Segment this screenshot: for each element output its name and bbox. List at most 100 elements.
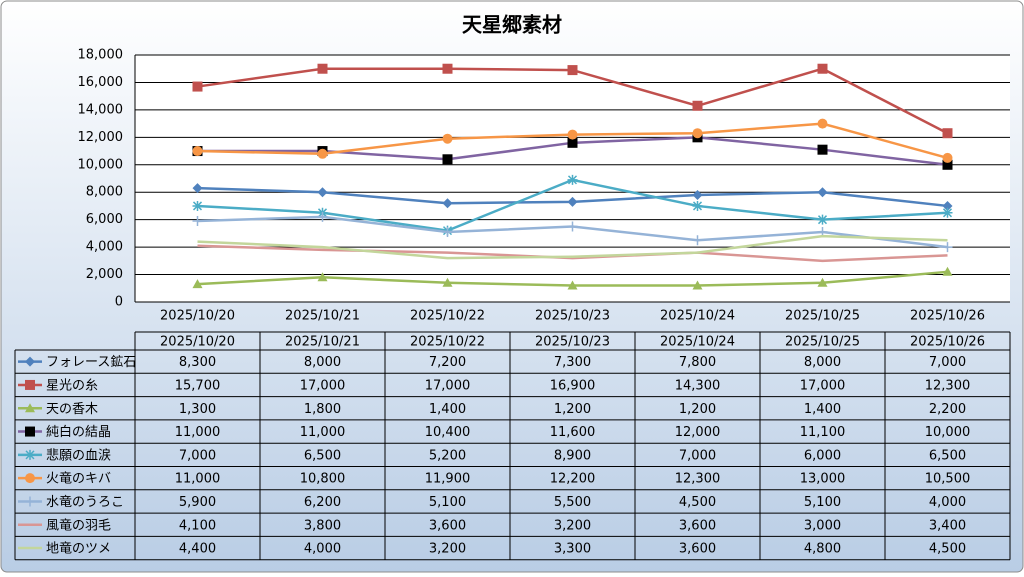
table-value: 6,500 — [929, 448, 966, 463]
table-value: 2,200 — [929, 402, 966, 417]
table-value: 8,000 — [804, 355, 841, 370]
x-tick-label: 2025/10/25 — [785, 309, 860, 324]
legend-marker — [25, 356, 35, 367]
data-point — [317, 148, 328, 159]
table-value: 13,000 — [800, 472, 846, 487]
table-value: 1,200 — [554, 402, 591, 417]
legend-label: 純白の結晶 — [46, 424, 111, 440]
data-point — [942, 159, 953, 170]
data-point — [692, 235, 703, 246]
y-tick-label: 16,000 — [78, 75, 124, 90]
table-value: 12,200 — [550, 472, 596, 487]
table-value: 8,900 — [554, 448, 591, 463]
table-value: 4,100 — [179, 518, 216, 533]
table-value: 6,500 — [304, 448, 341, 463]
y-tick-label: 12,000 — [78, 130, 124, 145]
table-value: 11,900 — [425, 472, 471, 487]
table-header: 2025/10/26 — [910, 335, 985, 350]
data-point — [192, 146, 203, 157]
table-value: 1,300 — [179, 402, 216, 417]
y-tick-label: 4,000 — [86, 240, 123, 255]
y-tick-label: 10,000 — [78, 157, 124, 172]
legend-marker — [25, 496, 35, 507]
data-point — [192, 183, 203, 194]
table-value: 11,000 — [175, 425, 221, 440]
table-value: 3,000 — [804, 518, 841, 533]
table-value: 10,000 — [925, 425, 971, 440]
data-point — [442, 277, 453, 287]
y-tick-label: 8,000 — [86, 185, 123, 200]
y-tick-label: 2,000 — [86, 267, 123, 282]
y-tick-label: 6,000 — [86, 212, 123, 227]
table-value: 7,000 — [929, 355, 966, 370]
table-value: 3,200 — [554, 518, 591, 533]
table-value: 4,000 — [929, 495, 966, 510]
table-value: 12,000 — [675, 425, 721, 440]
data-point — [567, 174, 578, 185]
legend-label: 水竜のうろこ — [46, 495, 124, 510]
table-value: 5,100 — [429, 495, 466, 510]
legend-label: 火竜のキバ — [46, 472, 111, 487]
table-value: 17,000 — [800, 378, 846, 393]
series-line — [197, 234, 948, 260]
data-point — [942, 207, 953, 218]
table-value: 3,200 — [429, 542, 466, 557]
data-point — [192, 81, 203, 92]
data-point — [567, 221, 578, 232]
data-point — [442, 133, 453, 144]
x-tick-label: 2025/10/21 — [285, 309, 360, 324]
table-value: 3,400 — [929, 518, 966, 533]
table-value: 7,300 — [554, 355, 591, 370]
table-value: 1,400 — [804, 402, 841, 417]
data-point — [317, 211, 328, 222]
table-header: 2025/10/23 — [535, 335, 610, 350]
table-value: 7,800 — [679, 355, 716, 370]
legend-marker — [25, 379, 35, 390]
table-value: 12,300 — [925, 378, 971, 393]
table-value: 8,000 — [304, 355, 341, 370]
y-tick-label: 14,000 — [78, 102, 124, 117]
data-point — [567, 196, 578, 207]
legend-marker — [25, 426, 35, 437]
legend-label: 地竜のツメ — [46, 542, 111, 557]
table-value: 7,000 — [179, 448, 216, 463]
table-value: 11,000 — [300, 425, 346, 440]
data-point — [317, 63, 328, 74]
table-value: 11,600 — [550, 425, 596, 440]
x-tick-label: 2025/10/24 — [660, 309, 735, 324]
data-point — [192, 200, 203, 211]
table-header: 2025/10/22 — [410, 335, 485, 350]
table-value: 3,300 — [554, 542, 591, 557]
table-value: 7,000 — [679, 448, 716, 463]
table-value: 10,500 — [925, 472, 971, 487]
legend-label: 風竜の羽毛 — [46, 518, 111, 533]
table-header: 2025/10/20 — [160, 335, 235, 350]
table-value: 11,100 — [800, 425, 846, 440]
table-value: 6,000 — [804, 448, 841, 463]
data-point — [942, 242, 953, 253]
table-value: 5,200 — [429, 448, 466, 463]
x-tick-label: 2025/10/26 — [910, 309, 985, 324]
data-point — [942, 200, 953, 211]
table-value: 3,600 — [679, 542, 716, 557]
y-tick-label: 0 — [115, 295, 123, 310]
series-line — [197, 244, 948, 263]
data-point — [317, 187, 328, 198]
data-point — [692, 100, 703, 111]
data-point — [442, 198, 453, 209]
legend-label: フォレース鉱石 — [46, 354, 136, 370]
data-point — [942, 152, 953, 163]
data-point — [817, 118, 828, 129]
data-point — [692, 200, 703, 211]
data-point — [317, 272, 328, 282]
table-value: 5,100 — [804, 495, 841, 510]
table-value: 5,500 — [554, 495, 591, 510]
legend-marker — [25, 473, 35, 484]
data-point — [817, 187, 828, 198]
legend-marker — [25, 403, 35, 413]
table-value: 1,400 — [429, 402, 466, 417]
table-value: 4,000 — [304, 542, 341, 557]
data-point — [817, 277, 828, 287]
table-value: 1,200 — [679, 402, 716, 417]
x-tick-label: 2025/10/22 — [410, 309, 485, 324]
